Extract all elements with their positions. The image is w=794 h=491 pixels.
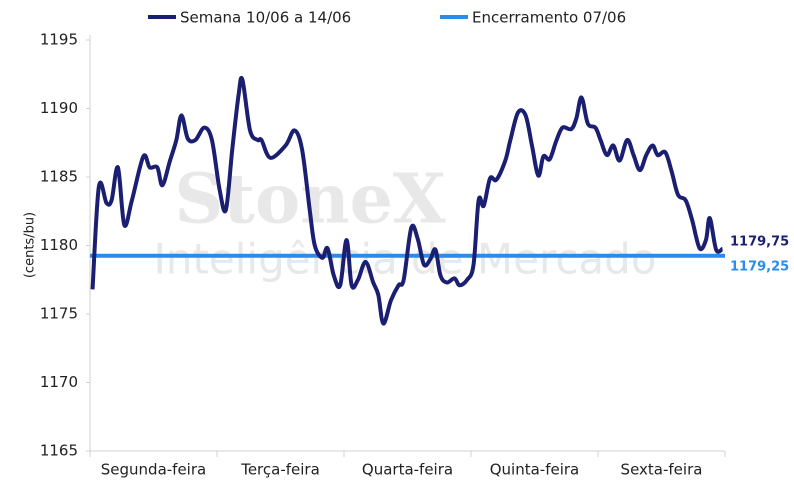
x-tick-label: Quinta-feira	[490, 461, 580, 479]
y-tick-label: 1185	[40, 168, 78, 186]
y-axis-label: (cents/bu)	[23, 212, 38, 278]
x-tick-label: Quarta-feira	[362, 461, 453, 479]
y-tick-label: 1190	[40, 99, 78, 117]
y-tick-label: 1195	[40, 31, 78, 49]
end-label: 1179,75	[730, 234, 789, 249]
x-tick-label: Segunda-feira	[101, 461, 206, 479]
y-tick-label: 1165	[40, 442, 78, 460]
series-line	[90, 75, 724, 326]
y-tick-label: 1175	[40, 305, 78, 323]
y-tick-label: 1180	[40, 236, 78, 254]
legend-label: Encerramento 07/06	[472, 9, 626, 27]
x-tick-label: Terça-feira	[240, 461, 320, 479]
reference-label: 1179,25	[730, 259, 789, 274]
x-tick-label: Sexta-feira	[621, 461, 703, 479]
legend-label: Semana 10/06 a 14/06	[180, 9, 351, 27]
y-tick-label: 1170	[40, 373, 78, 391]
